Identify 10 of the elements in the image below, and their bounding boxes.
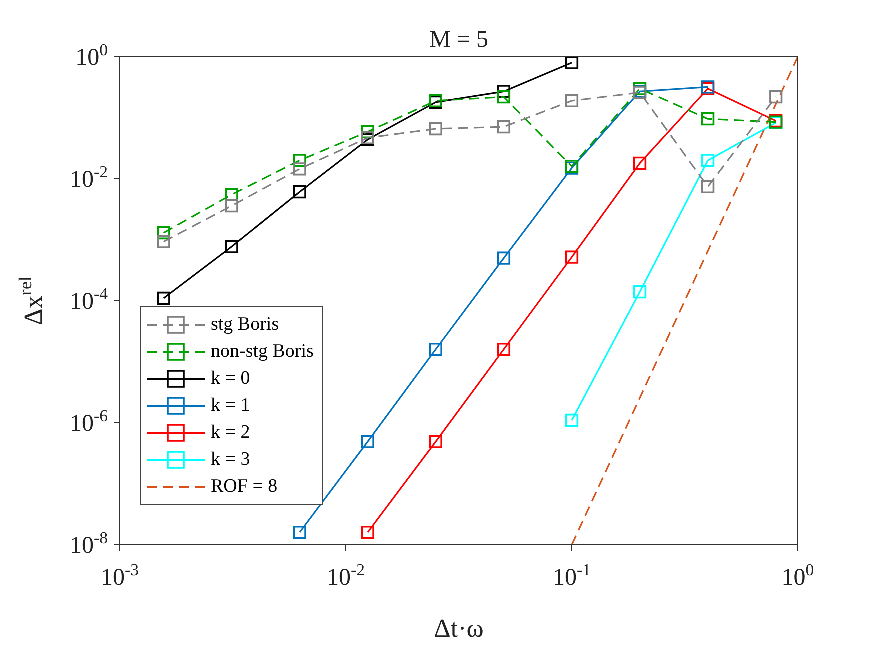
legend-label: ROF = 8 (211, 476, 278, 498)
legend-label: k = 2 (211, 422, 250, 444)
legend-label: k = 1 (211, 394, 250, 416)
y-axis-title: Δxrel (16, 276, 48, 326)
legend-label: k = 3 (211, 448, 250, 470)
legend-label: stg Boris (211, 314, 280, 336)
x-axis-title: Δt·ω (434, 614, 484, 643)
chart-title: M = 5 (430, 27, 488, 53)
legend-label: k = 0 (211, 368, 250, 390)
legend-label: non-stg Boris (211, 340, 314, 362)
